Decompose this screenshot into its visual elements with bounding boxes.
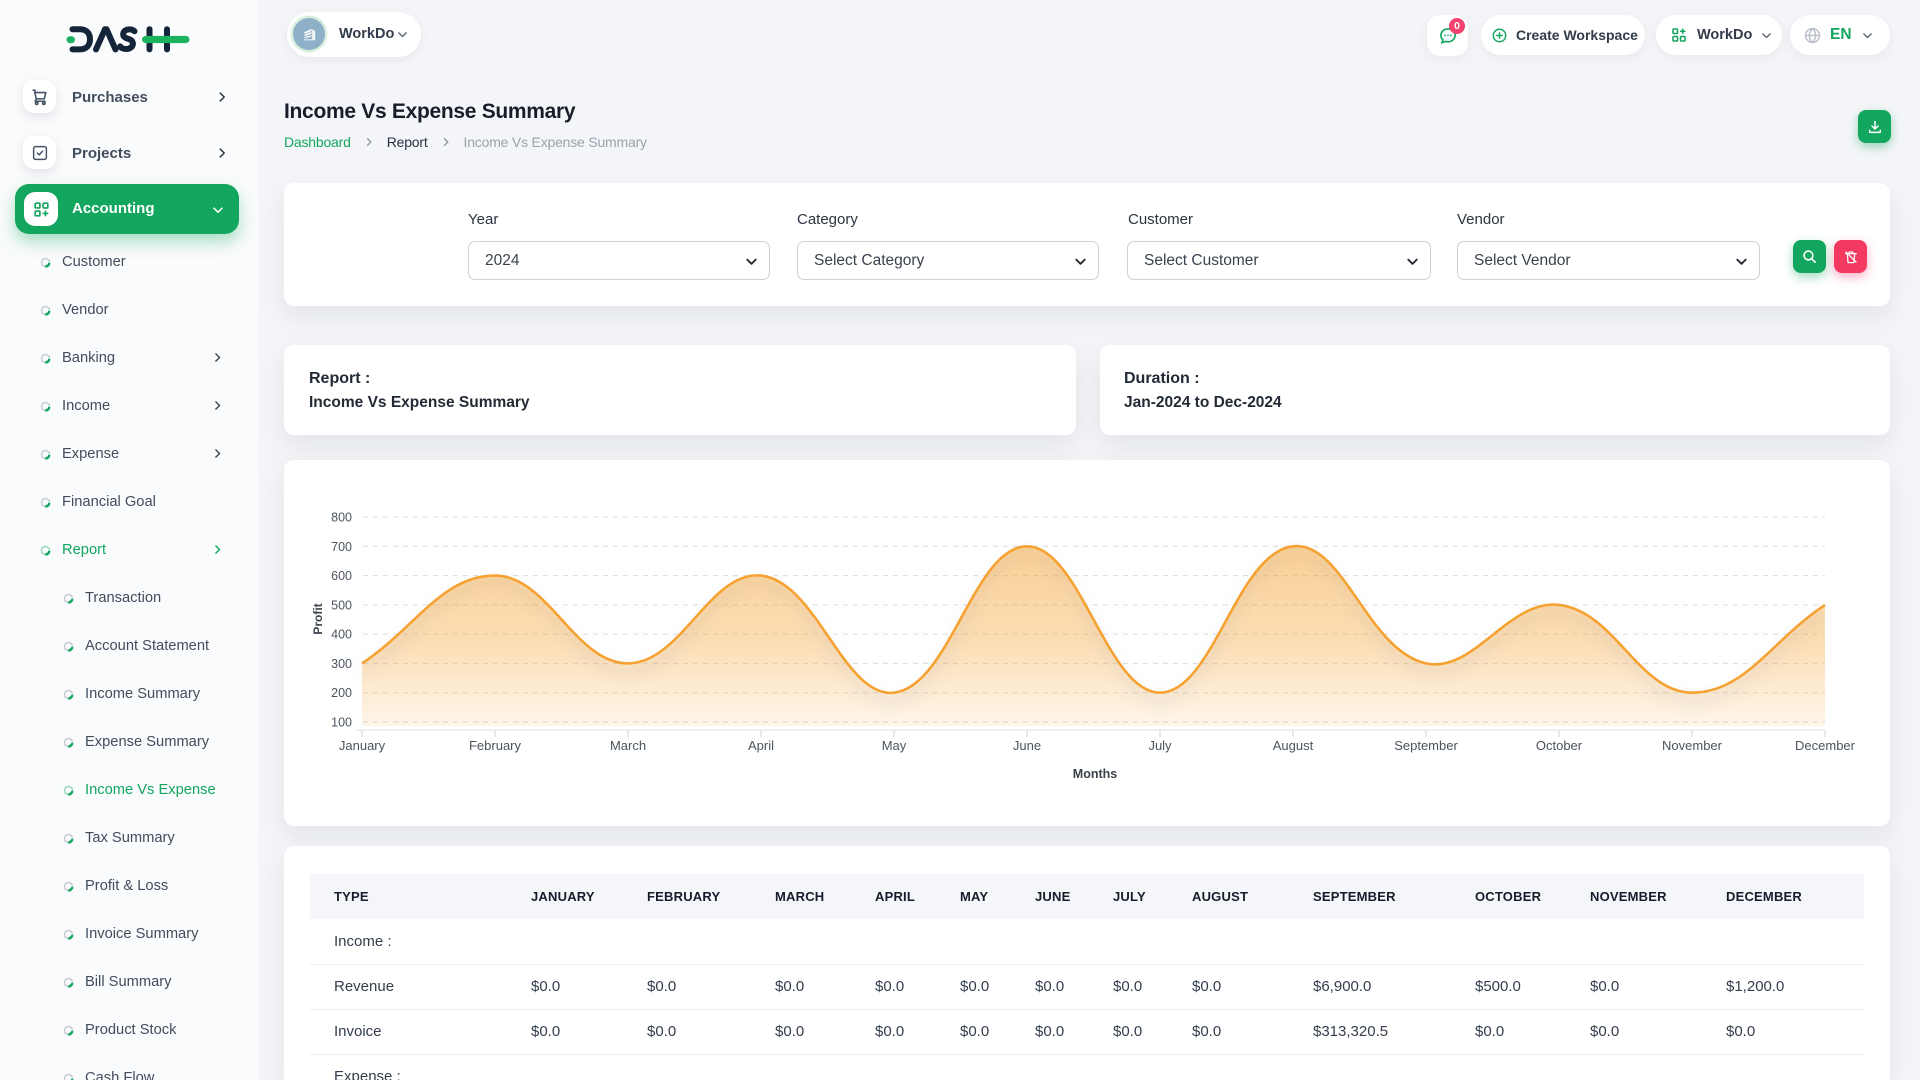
svg-text:300: 300 [331,657,352,671]
svg-text:November: November [1662,738,1723,753]
svg-text:700: 700 [331,540,352,554]
svg-text:December: December [1795,738,1856,753]
svg-text:Months: Months [1073,767,1117,781]
svg-text:600: 600 [331,569,352,583]
svg-text:March: March [610,738,646,753]
svg-text:February: February [469,738,522,753]
svg-text:April: April [748,738,774,753]
svg-text:May: May [882,738,907,753]
svg-text:September: September [1394,738,1458,753]
svg-text:500: 500 [331,598,352,612]
svg-text:200: 200 [331,686,352,700]
svg-text:January: January [339,738,386,753]
svg-text:June: June [1013,738,1041,753]
svg-text:October: October [1536,738,1583,753]
svg-text:100: 100 [331,716,352,730]
svg-text:July: July [1148,738,1172,753]
svg-text:August: August [1273,738,1314,753]
svg-text:Profit: Profit [311,603,325,634]
svg-text:400: 400 [331,628,352,642]
svg-text:800: 800 [331,511,352,525]
